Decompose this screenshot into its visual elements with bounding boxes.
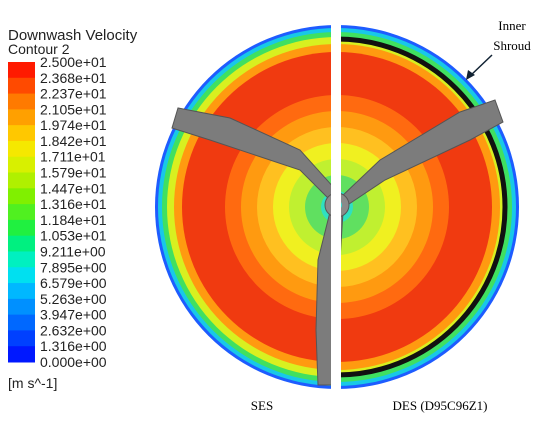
- legend-label: 1.184e+01: [40, 212, 107, 228]
- legend-label: 7.895e+00: [40, 259, 107, 275]
- color-band: [8, 236, 35, 252]
- legend-label: 5.263e+00: [40, 291, 107, 307]
- legend-label: 2.632e+00: [40, 322, 107, 338]
- legend-label: 2.368e+01: [40, 70, 107, 86]
- color-band: [8, 125, 35, 141]
- color-band: [8, 251, 35, 267]
- legend-label: 1.316e+01: [40, 196, 107, 212]
- panel-label: SES: [251, 398, 273, 413]
- legend-label: 1.974e+01: [40, 117, 107, 133]
- color-band: [8, 220, 35, 236]
- color-band: [8, 62, 35, 78]
- legend-label: 1.842e+01: [40, 133, 107, 149]
- legend-label: 1.711e+01: [40, 149, 106, 165]
- color-band: [8, 94, 35, 110]
- color-band: [8, 267, 35, 283]
- color-band: [8, 315, 35, 331]
- legend-label: 1.316e+00: [40, 338, 107, 354]
- color-band: [8, 346, 35, 362]
- legend-label: 2.500e+01: [40, 54, 107, 70]
- color-band: [8, 330, 35, 346]
- legend-label: 6.579e+00: [40, 275, 107, 291]
- panel-label: DES (D95C96Z1): [393, 398, 488, 413]
- color-band: [8, 109, 35, 125]
- panel-gap: [331, 0, 341, 421]
- legend-label: 1.447e+01: [40, 180, 107, 196]
- color-band: [8, 173, 35, 189]
- figure: Downwash Velocity Contour 2 2.500e+012.3…: [0, 0, 545, 421]
- legend-label: 9.211e+00: [40, 243, 106, 259]
- color-bar: 2.500e+012.368e+012.237e+012.105e+011.97…: [8, 54, 107, 370]
- legend-unit: [m s^-1]: [8, 375, 57, 391]
- color-band: [8, 283, 35, 299]
- color-band: [8, 78, 35, 94]
- legend-label: 1.579e+01: [40, 165, 107, 181]
- color-band: [8, 157, 35, 173]
- color-band: [8, 204, 35, 220]
- legend-label: 2.237e+01: [40, 86, 107, 102]
- legend-label: 3.947e+00: [40, 307, 107, 323]
- legend-label: 2.105e+01: [40, 101, 107, 117]
- legend-label: 0.000e+00: [40, 354, 107, 370]
- color-band: [8, 188, 35, 204]
- legend-label: 1.053e+01: [40, 228, 107, 244]
- color-band: [8, 141, 35, 157]
- annotation-arrow: [470, 55, 492, 76]
- color-band: [8, 299, 35, 315]
- annotation: Inner: [498, 18, 526, 33]
- annotation: Shroud: [493, 38, 531, 53]
